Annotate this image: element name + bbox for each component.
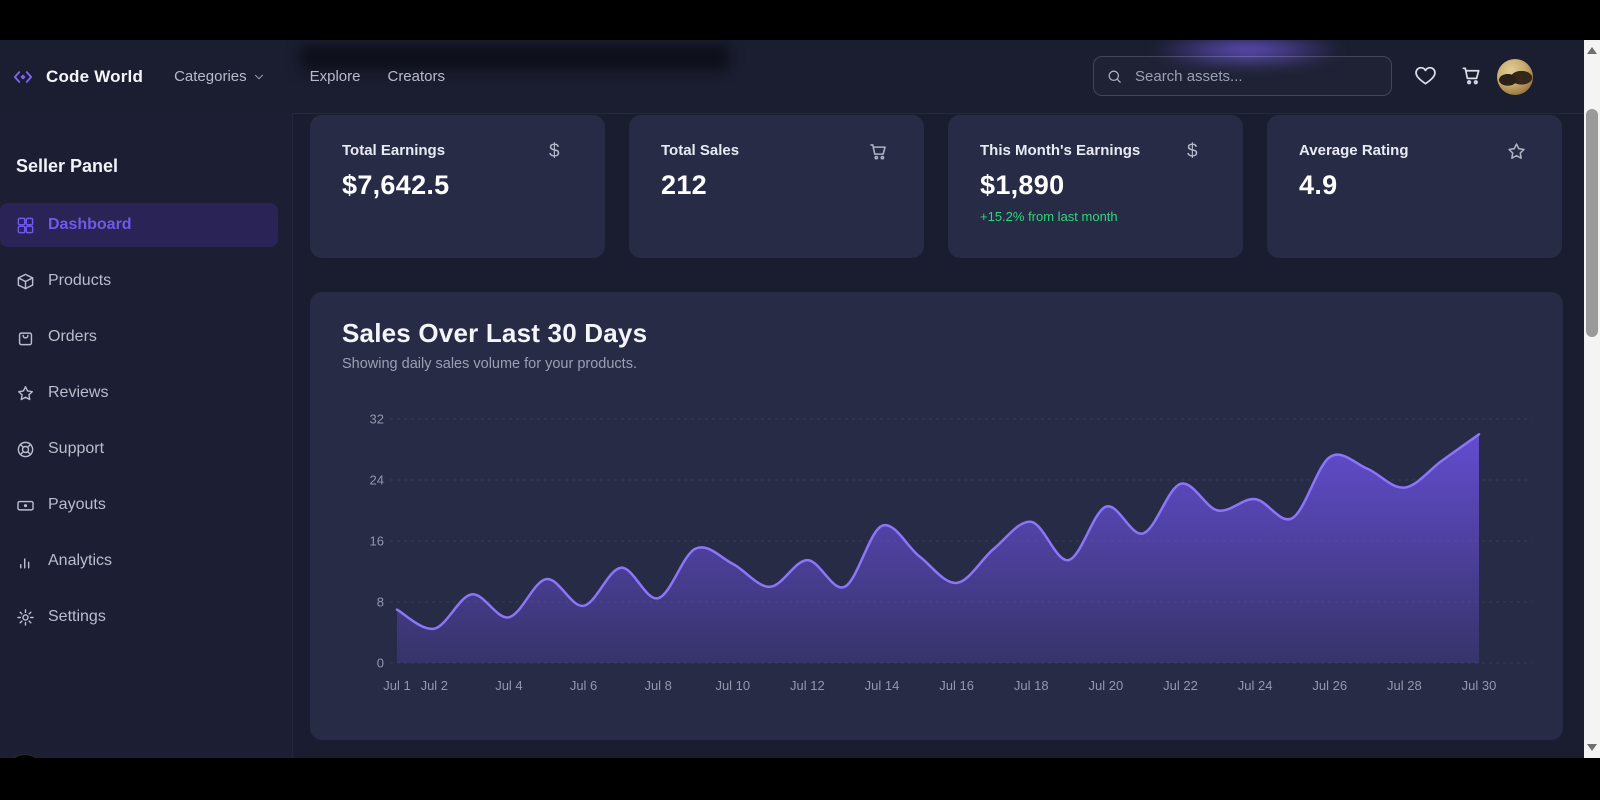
- stat-title: Total Sales: [661, 142, 740, 159]
- search-box[interactable]: [1093, 56, 1392, 96]
- sales-chart-panel: 0 8 16 24 32 Jul 1 Jul 2 Jul 4 Jul 6 Jul 8 Jul 10 J…: [310, 292, 1563, 740]
- stat-title: This Month's Earnings: [980, 142, 1141, 159]
- dashboard-grid-icon: [17, 217, 34, 233]
- svg-text:Jul 10: Jul 10: [715, 678, 750, 693]
- sidebar-item-settings[interactable]: Settings: [0, 595, 278, 639]
- stat-card-average-rating: Average Rating 4.9: [1267, 115, 1562, 258]
- scrollbar-thumb[interactable]: [1586, 109, 1598, 337]
- sidebar-item-orders[interactable]: Orders: [0, 315, 278, 359]
- svg-text:0: 0: [377, 656, 384, 671]
- cart-icon: [1462, 67, 1480, 85]
- stat-value: $1,890: [980, 170, 1065, 200]
- stat-card-total-earnings: Total Earnings $7,642.5 $: [310, 115, 605, 258]
- svg-text:Jul 12: Jul 12: [790, 678, 825, 693]
- svg-text:Jul 18: Jul 18: [1014, 678, 1049, 693]
- life-buoy-icon: [17, 441, 34, 457]
- scrollbar-up-arrow[interactable]: [1587, 47, 1597, 54]
- sidebar-title: Seller Panel: [16, 156, 119, 176]
- svg-text:Jul 2: Jul 2: [421, 678, 448, 693]
- letterbox-bottom: [0, 758, 1600, 800]
- svg-text:32: 32: [370, 412, 384, 427]
- cart-icon: [868, 141, 890, 163]
- chart-title: Sales Over Last 30 Days: [342, 318, 648, 348]
- letterbox-top: [0, 0, 1600, 40]
- svg-text:Jul 4: Jul 4: [495, 678, 522, 693]
- scrollbar-down-arrow[interactable]: [1587, 744, 1597, 751]
- svg-text:Jul 28: Jul 28: [1387, 678, 1422, 693]
- stat-card-month-earnings: This Month's Earnings $1,890 +15.2% from…: [948, 115, 1243, 258]
- svg-text:Jul 6: Jul 6: [570, 678, 597, 693]
- gear-icon: [17, 608, 34, 626]
- svg-text:Jul 26: Jul 26: [1312, 678, 1347, 693]
- svg-text:8: 8: [377, 595, 384, 610]
- star-icon: [1506, 141, 1528, 163]
- svg-text:Jul 20: Jul 20: [1089, 678, 1124, 693]
- sales-area-chart: 0 8 16 24 32 Jul 1 Jul 2 Jul 4 Jul 6 Jul 8 Jul 10 J…: [370, 412, 1532, 693]
- search-icon: [1108, 70, 1121, 83]
- svg-text:24: 24: [370, 473, 384, 488]
- svg-text:16: 16: [370, 534, 384, 549]
- svg-text:Jul 8: Jul 8: [644, 678, 671, 693]
- nav-link-explore[interactable]: Explore: [309, 68, 361, 85]
- stat-title: Total Earnings: [342, 142, 446, 159]
- heart-icon: [1415, 66, 1436, 85]
- sidebar-item-analytics[interactable]: Analytics: [0, 539, 278, 583]
- shopping-bag-icon: [18, 331, 33, 345]
- bar-chart-icon: [20, 557, 30, 569]
- nav-link-categories[interactable]: Categories: [174, 68, 266, 85]
- stat-title: Average Rating: [1299, 142, 1409, 159]
- top-navbar: Code World Categories Explore Creators: [0, 40, 1600, 114]
- seller-sidebar: Seller Panel Dashboard Products: [0, 113, 293, 758]
- cart-button[interactable]: [1460, 64, 1484, 88]
- sidebar-item-reviews[interactable]: Reviews: [0, 371, 278, 415]
- stat-card-total-sales: Total Sales 212: [629, 115, 924, 258]
- svg-text:Jul 14: Jul 14: [865, 678, 900, 693]
- nav-link-creators[interactable]: Creators: [387, 68, 446, 85]
- sidebar-item-products[interactable]: Products: [0, 259, 278, 303]
- svg-text:Jul 24: Jul 24: [1238, 678, 1273, 693]
- wishlist-button[interactable]: [1414, 64, 1438, 88]
- sidebar-item-support[interactable]: Support: [0, 427, 278, 471]
- brand-name[interactable]: Code World: [46, 66, 144, 86]
- svg-text:Jul 22: Jul 22: [1163, 678, 1198, 693]
- user-avatar[interactable]: [1497, 59, 1533, 95]
- dollar-icon: $: [1187, 141, 1198, 162]
- dollar-icon: $: [549, 141, 560, 162]
- stat-value: 4.9: [1299, 170, 1338, 200]
- code-world-logo-icon: [13, 70, 33, 83]
- stat-value: $7,642.5: [342, 170, 450, 200]
- vertical-scrollbar[interactable]: [1584, 40, 1600, 758]
- sidebar-item-payouts[interactable]: Payouts: [0, 483, 278, 527]
- search-input[interactable]: [1133, 66, 1379, 86]
- package-icon: [17, 273, 34, 289]
- sidebar-menu: Dashboard Products Orders Reviews: [0, 203, 292, 651]
- svg-text:Jul 16: Jul 16: [939, 678, 974, 693]
- sidebar-item-dashboard[interactable]: Dashboard: [0, 203, 278, 247]
- svg-text:Jul 30: Jul 30: [1462, 678, 1497, 693]
- banknote-icon: [17, 500, 34, 511]
- app-window: Code World Categories Explore Creators: [0, 40, 1600, 758]
- chevron-down-icon: [254, 74, 263, 79]
- stat-value: 212: [661, 170, 707, 200]
- svg-text:Jul 1: Jul 1: [383, 678, 410, 693]
- nav-left-group: Code World Categories Explore Creators: [10, 40, 445, 113]
- star-icon: [18, 385, 33, 400]
- stat-trend-note: +15.2% from last month: [980, 209, 1118, 224]
- chart-subtitle: Showing daily sales volume for your prod…: [342, 356, 637, 372]
